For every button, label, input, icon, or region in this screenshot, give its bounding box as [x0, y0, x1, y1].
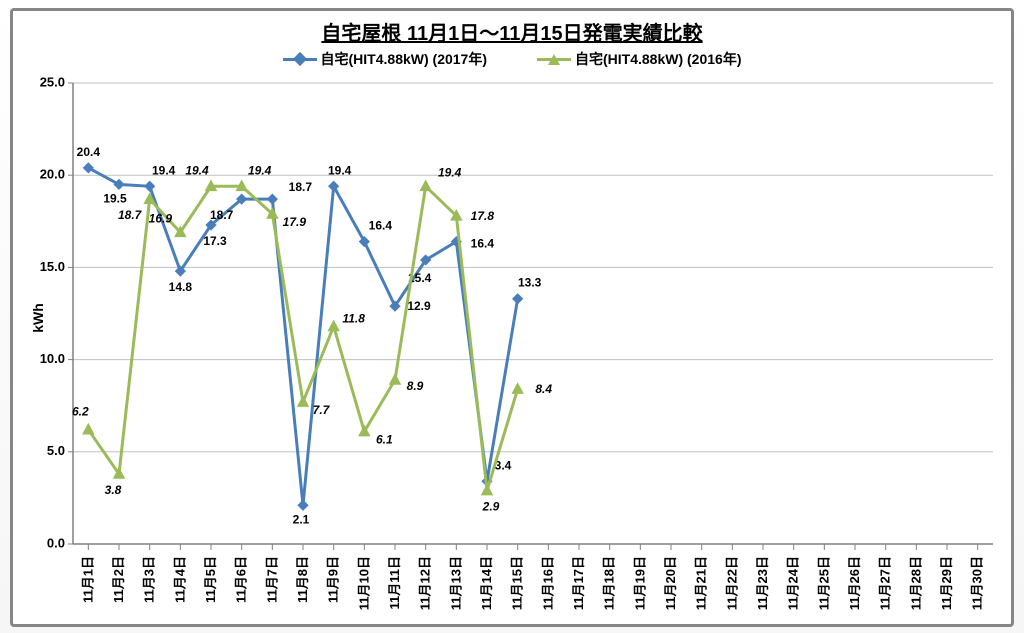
svg-text:0.0: 0.0: [47, 535, 65, 550]
data-label: 19.4: [248, 163, 272, 177]
svg-text:11月20日: 11月20日: [663, 556, 678, 610]
svg-text:11月4日: 11月4日: [172, 556, 187, 603]
data-label: 18.7: [118, 208, 143, 222]
legend-swatch-2017: [283, 52, 317, 66]
data-label: 16.9: [149, 211, 173, 225]
legend-item-2016: 自宅(HIT4.88kW) (2016年): [537, 49, 741, 69]
legend-item-2017: 自宅(HIT4.88kW) (2017年): [283, 49, 487, 69]
diamond-marker-icon: [113, 179, 124, 190]
svg-text:11月30日: 11月30日: [970, 556, 985, 610]
diamond-marker-icon: [297, 500, 308, 511]
svg-text:11月25日: 11月25日: [816, 556, 831, 610]
data-label: 17.8: [471, 209, 495, 223]
legend-swatch-2016: [537, 52, 571, 66]
chart-panel: 自宅屋根 11月1日～11月15日発電実績比較 自宅(HIT4.88kW) (2…: [10, 8, 1014, 627]
svg-text:11月24日: 11月24日: [786, 556, 801, 610]
data-label: 19.5: [103, 191, 127, 205]
diamond-marker-icon: [512, 293, 523, 304]
y-axis-label: kWh: [30, 303, 46, 333]
svg-text:11月28日: 11月28日: [908, 556, 923, 610]
chart-svg: 0.05.010.015.020.025.011月1日11月2日11月3日11月…: [73, 83, 993, 544]
svg-text:11月11日: 11月11日: [387, 556, 402, 610]
svg-text:11月10日: 11月10日: [356, 556, 371, 610]
diamond-marker-icon: [328, 181, 339, 192]
chart-title: 自宅屋根 11月1日～11月15日発電実績比較: [13, 17, 1011, 46]
data-label: 14.8: [169, 280, 193, 294]
svg-text:11月8日: 11月8日: [295, 556, 310, 603]
diamond-icon: [292, 52, 306, 66]
diamond-marker-icon: [359, 236, 370, 247]
svg-text:11月18日: 11月18日: [602, 556, 617, 610]
triangle-marker-icon: [511, 382, 523, 394]
triangle-marker-icon: [327, 320, 339, 332]
svg-text:11月3日: 11月3日: [142, 556, 157, 603]
legend: 自宅(HIT4.88kW) (2017年) 自宅(HIT4.88kW) (201…: [13, 49, 1011, 69]
data-label: 16.4: [471, 237, 495, 251]
data-label: 12.9: [407, 299, 431, 313]
triangle-marker-icon: [297, 395, 310, 407]
triangle-icon: [548, 54, 560, 65]
data-label: 2.1: [293, 512, 310, 526]
svg-text:11月23日: 11月23日: [755, 556, 770, 610]
data-label: 6.1: [376, 433, 393, 447]
svg-text:11月7日: 11月7日: [264, 556, 279, 603]
data-label: 18.7: [210, 208, 234, 222]
svg-text:11月15日: 11月15日: [510, 556, 525, 610]
data-label: 19.4: [152, 163, 176, 177]
svg-text:11月19日: 11月19日: [632, 556, 647, 610]
svg-text:11月17日: 11月17日: [571, 556, 586, 610]
legend-label-2017: 自宅(HIT4.88kW) (2017年): [321, 49, 487, 69]
diamond-marker-icon: [267, 194, 278, 205]
svg-text:11月29日: 11月29日: [939, 556, 954, 610]
svg-text:5.0: 5.0: [47, 443, 65, 458]
svg-text:11月1日: 11月1日: [80, 556, 95, 603]
data-label: 16.4: [369, 219, 393, 233]
data-label: 13.3: [518, 276, 542, 290]
svg-text:15.0: 15.0: [40, 259, 65, 274]
data-label: 17.9: [283, 215, 307, 229]
svg-text:11月27日: 11月27日: [878, 556, 893, 610]
diamond-marker-icon: [144, 181, 155, 192]
data-label: 20.4: [77, 145, 101, 159]
data-label: 7.7: [313, 403, 331, 417]
svg-text:10.0: 10.0: [40, 351, 65, 366]
data-label: 3.8: [105, 483, 122, 497]
data-label: 17.3: [203, 234, 227, 248]
data-label: 19.4: [438, 165, 462, 179]
svg-text:11月6日: 11月6日: [234, 556, 249, 603]
data-label: 19.4: [328, 163, 352, 177]
chart-frame: 自宅屋根 11月1日～11月15日発電実績比較 自宅(HIT4.88kW) (2…: [0, 0, 1024, 633]
triangle-marker-icon: [481, 484, 494, 496]
svg-text:11月16日: 11月16日: [540, 556, 555, 610]
data-label: 8.9: [407, 379, 424, 393]
svg-text:11月9日: 11月9日: [326, 556, 341, 603]
svg-text:11月12日: 11月12日: [418, 556, 433, 610]
triangle-marker-icon: [419, 179, 432, 191]
plot-area: 0.05.010.015.020.025.011月1日11月2日11月3日11月…: [73, 83, 993, 544]
svg-text:11月22日: 11月22日: [724, 556, 739, 610]
legend-label-2016: 自宅(HIT4.88kW) (2016年): [575, 49, 741, 69]
svg-text:11月2日: 11月2日: [111, 556, 126, 603]
data-label: 18.7: [289, 180, 313, 194]
svg-text:25.0: 25.0: [40, 74, 65, 89]
triangle-marker-icon: [82, 423, 95, 435]
svg-text:11月26日: 11月26日: [847, 556, 862, 610]
data-label: 19.4: [185, 163, 209, 177]
data-label: 11.8: [342, 311, 365, 325]
svg-text:11月14日: 11月14日: [479, 556, 494, 610]
data-label: 2.9: [482, 500, 500, 514]
data-label: 6.2: [72, 405, 89, 419]
data-label: 8.4: [535, 382, 552, 396]
svg-text:11月5日: 11月5日: [203, 556, 218, 603]
diamond-marker-icon: [83, 162, 94, 173]
svg-text:20.0: 20.0: [40, 167, 65, 182]
svg-text:11月13日: 11月13日: [448, 556, 463, 610]
svg-text:11月21日: 11月21日: [694, 556, 709, 610]
triangle-marker-icon: [389, 373, 402, 385]
